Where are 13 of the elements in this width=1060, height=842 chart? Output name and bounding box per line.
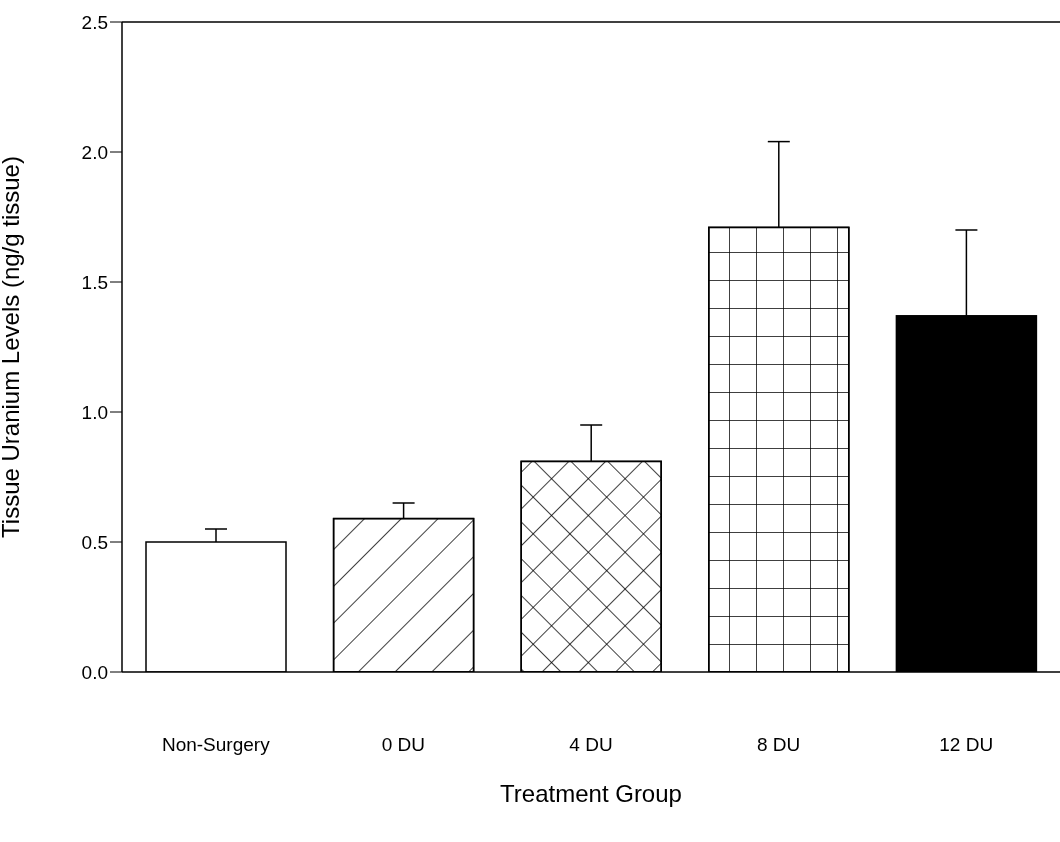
x-tick-label: 0 DU xyxy=(381,734,426,756)
x-tick-label: 8 DU xyxy=(756,734,801,756)
y-tick-label: 0.0 xyxy=(81,661,108,683)
y-tick-label: 1.5 xyxy=(81,271,108,293)
y-tick-label: 1.0 xyxy=(81,401,108,423)
x-tick-label: Non-Surgery xyxy=(161,734,271,756)
y-tick-label: 0.5 xyxy=(81,531,108,553)
y-axis-title: Tissue Uranium Levels (ng/g tissue) xyxy=(0,156,24,538)
y-tick-label: 2.5 xyxy=(81,11,108,33)
x-tick-label: 4 DU xyxy=(569,734,613,756)
x-tick-label: 12 DU xyxy=(939,734,994,756)
x-axis-title: Treatment Group xyxy=(500,780,682,807)
y-tick-label: 2.0 xyxy=(81,141,108,163)
